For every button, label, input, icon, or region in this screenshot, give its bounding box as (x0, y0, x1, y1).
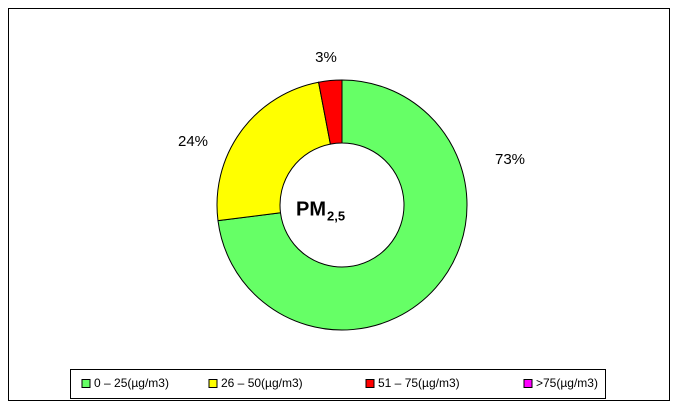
legend-swatch (365, 379, 375, 388)
legend-text: 0 – 25(µg/m3) (94, 376, 169, 390)
legend-text: >75(µg/m3) (536, 376, 598, 390)
chart-frame (8, 8, 670, 401)
legend-text: 26 – 50(µg/m3) (221, 376, 303, 390)
center-label-sub: 2,5 (327, 208, 345, 223)
legend-swatch (523, 379, 533, 388)
legend-swatch (208, 379, 218, 388)
legend (70, 369, 606, 399)
donut-slice (217, 79, 468, 331)
donut-slice (216, 81, 331, 222)
data-label: 3% (315, 49, 337, 66)
data-label: 73% (495, 151, 525, 168)
center-label: PM (296, 198, 326, 220)
legend-text: 51 – 75(µg/m3) (378, 376, 460, 390)
legend-swatch (81, 379, 91, 388)
data-label: 24% (178, 133, 208, 150)
